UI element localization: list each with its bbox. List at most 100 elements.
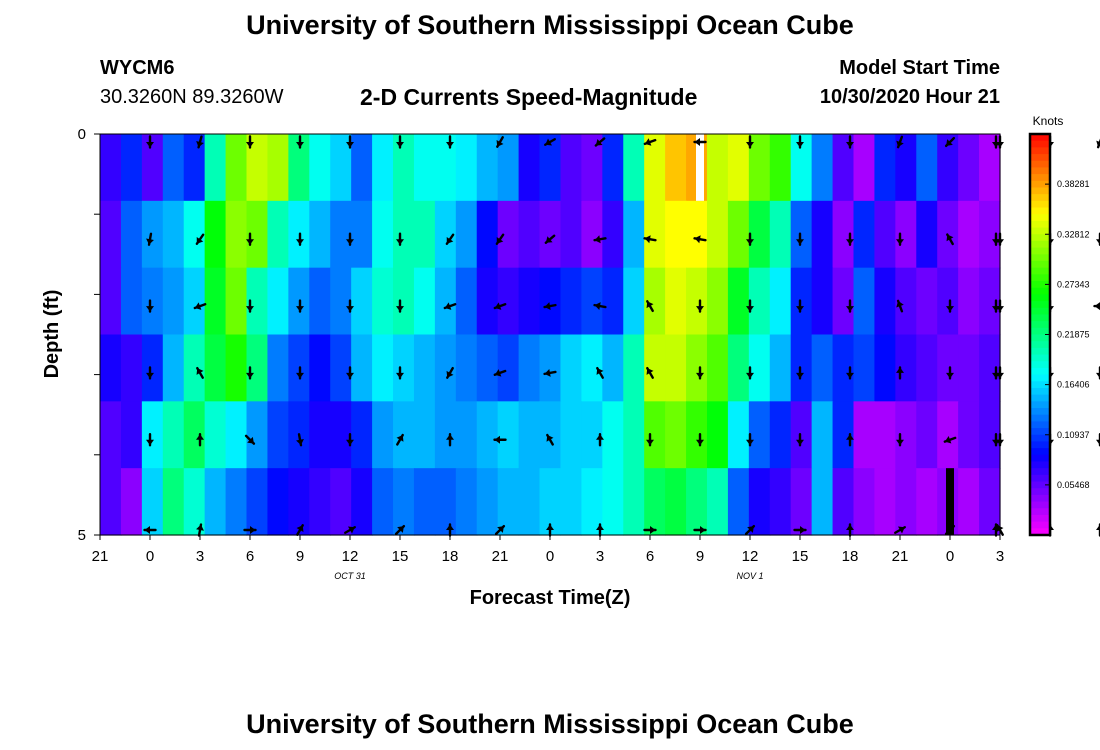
arrow-head <box>247 436 254 444</box>
current-arrow <box>746 135 754 149</box>
arrow-head <box>544 302 551 311</box>
heatmap-cell <box>183 401 206 469</box>
arrow-head <box>1096 439 1100 446</box>
heatmap-cell <box>476 401 499 469</box>
colorbar-swatch <box>1030 260 1050 269</box>
arrow-head <box>650 526 656 534</box>
arrow-head <box>496 236 504 244</box>
colorbar-swatch <box>1030 341 1050 349</box>
heatmap-cell <box>225 267 248 336</box>
heatmap-cell <box>853 134 876 202</box>
colorbar-swatch <box>1030 494 1050 503</box>
arrow-head <box>646 439 654 446</box>
x-tick-label: 21 <box>892 548 909 565</box>
arrow-head <box>446 524 454 530</box>
arrow-head <box>946 306 954 312</box>
colorbar-swatch <box>1030 508 1050 516</box>
heatmap-cell <box>769 468 792 536</box>
heatmap-cell <box>351 134 373 202</box>
heatmap-cell <box>100 334 122 402</box>
current-arrow <box>693 526 707 534</box>
heatmap-cell <box>665 134 687 202</box>
heatmap-cell <box>644 401 666 469</box>
current-arrow <box>946 299 954 313</box>
colorbar-swatch <box>1030 247 1050 255</box>
current-arrow <box>196 366 204 379</box>
heatmap-cell <box>497 468 520 536</box>
y-tick-label: 0 <box>78 126 86 143</box>
heatmap-cell <box>225 334 248 402</box>
arrow-head <box>444 302 452 310</box>
arrow-head <box>796 239 804 245</box>
current-arrow <box>846 299 854 313</box>
page-title: University of Southern Mississippi Ocean… <box>246 10 854 40</box>
heatmap-cell <box>434 267 457 336</box>
y-axis-label: Depth (ft) <box>41 290 63 379</box>
current-arrow <box>496 136 504 148</box>
arrow-head <box>992 306 1000 312</box>
heatmap-cell <box>727 401 750 469</box>
heatmap-cell <box>727 468 750 536</box>
heatmap-cell <box>120 134 143 202</box>
arrow-head <box>250 526 256 534</box>
heatmap-cell <box>204 401 227 469</box>
current-arrow <box>693 138 707 146</box>
heatmap-cell <box>267 200 289 269</box>
current-arrow <box>846 523 854 537</box>
x-axis: 21 0 3 6 9 12 15 18 21 0 3 6 9 12 15 18 21 0 3 OCT 31 NOV 1 <box>92 535 1004 581</box>
heatmap-cell <box>434 401 457 469</box>
heatmap-cell <box>979 401 1001 469</box>
arrow-head <box>494 369 502 377</box>
current-arrow <box>445 233 455 245</box>
arrow-head <box>546 434 554 442</box>
current-arrow <box>494 524 506 536</box>
current-arrow <box>396 135 404 149</box>
heatmap-cell <box>120 200 143 269</box>
current-arrow <box>894 526 906 534</box>
heatmap-cell <box>372 267 394 336</box>
heatmap-cell <box>183 468 206 536</box>
heatmap-cell <box>351 334 373 402</box>
current-arrow <box>246 232 254 246</box>
current-arrow <box>146 135 154 149</box>
heatmap-cell <box>602 468 624 536</box>
heatmap-cell <box>141 468 164 536</box>
arrow-head <box>146 238 154 245</box>
colorbar-swatch <box>1030 461 1050 469</box>
heatmap-cell <box>120 334 143 402</box>
arrow-head <box>446 142 454 148</box>
heatmap-cell <box>706 401 729 469</box>
arrow-head <box>1096 524 1100 530</box>
heatmap-cell <box>351 267 373 336</box>
arrow-head <box>896 439 904 446</box>
heatmap-cell <box>351 401 373 469</box>
heatmap-cell <box>602 267 624 336</box>
heatmap-cell <box>602 334 624 402</box>
heatmap-cell <box>309 134 331 202</box>
heatmap-cell <box>518 267 541 336</box>
heatmap-cell <box>832 468 855 536</box>
heatmap-cell <box>874 401 896 469</box>
current-arrow <box>493 302 507 310</box>
heatmap-cell <box>434 200 457 269</box>
arrow-head <box>396 142 404 148</box>
current-arrow <box>396 433 404 446</box>
heatmap-cell <box>958 334 980 402</box>
arrow-head <box>396 306 404 312</box>
x-tick-label: 6 <box>246 548 254 565</box>
arrow-head <box>446 434 454 440</box>
heatmap-cell <box>853 468 876 536</box>
heatmap-cell <box>560 267 582 336</box>
arrow-head <box>545 236 553 243</box>
arrow-head <box>396 372 404 379</box>
heatmap-cell <box>204 200 227 269</box>
heatmap-cell <box>706 134 729 202</box>
heatmap-cell <box>413 134 436 202</box>
heatmap-cell <box>330 468 352 536</box>
arrow-head <box>644 235 651 244</box>
arrow-head <box>494 302 502 310</box>
current-arrow <box>446 135 454 149</box>
colorbar-swatch <box>1030 441 1050 449</box>
heatmap-cell <box>413 468 436 536</box>
heatmap-cell <box>769 267 792 336</box>
